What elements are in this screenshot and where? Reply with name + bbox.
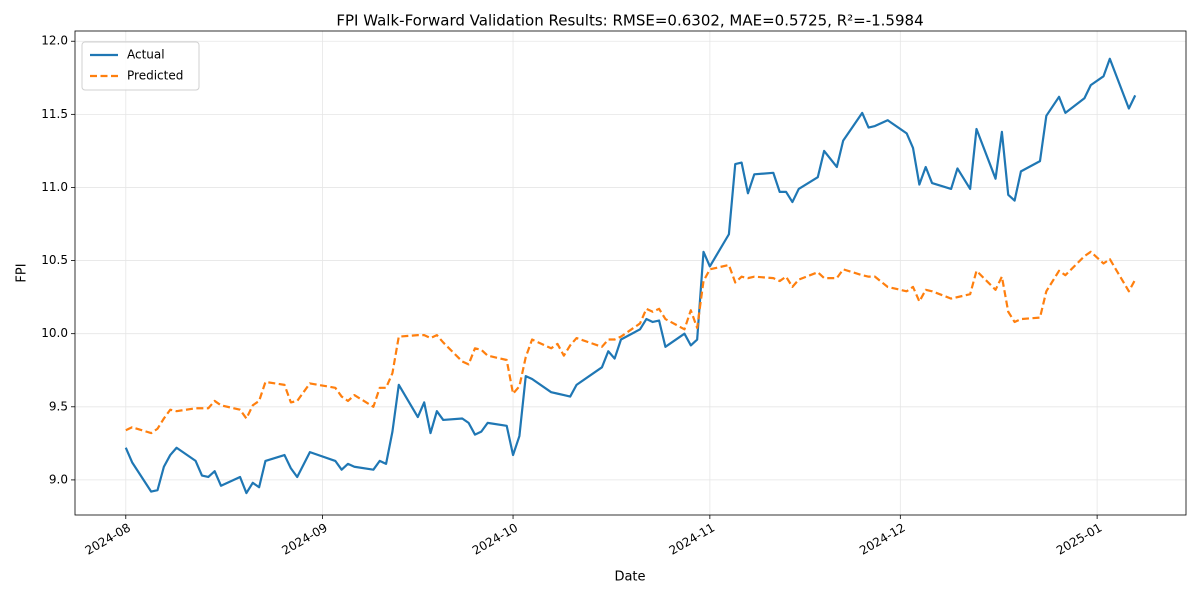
y-tick-label: 10.5 <box>41 253 68 267</box>
y-tick-label: 11.5 <box>41 107 68 121</box>
y-tick-label: 11.0 <box>41 180 68 194</box>
legend-label: Predicted <box>127 69 183 83</box>
legend-label: Actual <box>127 48 165 62</box>
data-line <box>125 250 1137 435</box>
plot-frame <box>74 30 1187 516</box>
y-tick-label: 9.0 <box>49 472 68 486</box>
x-tick-label: 2024-08 <box>83 521 133 558</box>
y-tick-label: 9.5 <box>49 399 68 413</box>
chart-title: FPI Walk-Forward Validation Results: RMS… <box>336 12 923 30</box>
data-line <box>124 57 1137 495</box>
x-tick-label: 2024-12 <box>857 521 907 558</box>
y-tick-label: 10.0 <box>41 326 68 340</box>
x-tick-label: 2025-01 <box>1054 521 1104 558</box>
x-tick-label: 2024-11 <box>667 521 717 558</box>
x-tick-label: 2024-09 <box>279 521 329 558</box>
y-tick-label: 12.0 <box>41 34 68 48</box>
y-axis-label: FPI <box>15 263 30 282</box>
legend: Actual Predicted <box>81 41 200 91</box>
x-axis-label: Date <box>614 570 645 585</box>
x-tick-label: 2024-10 <box>470 521 520 558</box>
